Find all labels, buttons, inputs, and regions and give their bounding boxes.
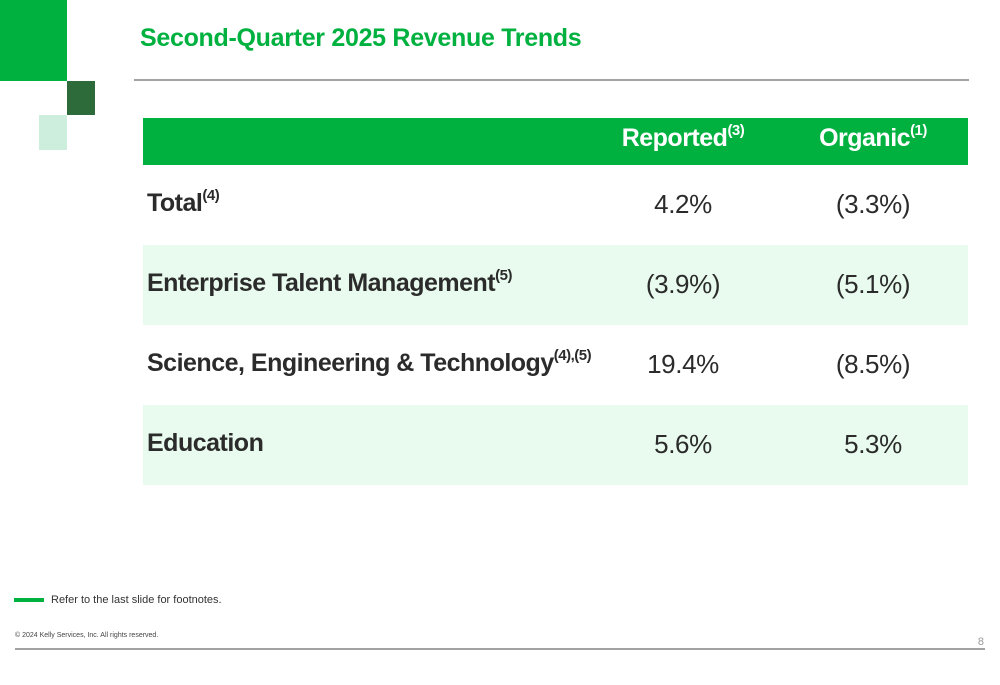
page-number: 8	[977, 636, 984, 648]
table-row-total: Total(4) 4.2% (3.3%)	[143, 165, 968, 245]
organic-value: (3.3%)	[835, 189, 911, 219]
row-label: Science, Engineering & Technology(4),(5)	[147, 347, 592, 378]
header-reported-footnote: (3)	[727, 122, 745, 139]
organic-value: (5.1%)	[835, 269, 911, 299]
header-reported-label: Reported	[621, 124, 728, 152]
row-label-text: Enterprise Talent Management	[147, 269, 496, 297]
reported-value: 5.6%	[654, 429, 712, 459]
row-label: Enterprise Talent Management(5)	[147, 267, 512, 298]
header-organic: Organic(1)	[778, 122, 968, 153]
reported-value: 19.4%	[647, 349, 719, 379]
table-row-enterprise-talent-management: Enterprise Talent Management(5) (3.9%) (…	[143, 245, 968, 325]
decor-square-dark-green	[67, 81, 95, 115]
row-label-text: Education	[147, 429, 264, 457]
footer-divider	[15, 648, 985, 650]
slide-title: Second-Quarter 2025 Revenue Trends	[140, 24, 582, 52]
footnote-text: Refer to the last slide for footnotes.	[51, 594, 222, 606]
row-label-footnote: (5)	[495, 267, 512, 284]
row-label-footnote: (4)	[202, 187, 220, 204]
row-label-text: Total	[147, 189, 203, 217]
header-organic-footnote: (1)	[910, 122, 927, 139]
organic-value: 5.3%	[844, 429, 902, 459]
copyright-text: © 2024 Kelly Services, Inc. All rights r…	[15, 632, 159, 639]
reported-value: 4.2%	[654, 189, 712, 219]
decor-square-light-green	[39, 115, 67, 150]
row-label-text: Science, Engineering & Technology	[147, 349, 554, 377]
row-label-footnote: (4),(5)	[553, 347, 592, 364]
decor-square-green	[0, 0, 67, 81]
row-label: Education	[147, 429, 264, 458]
header-organic-label: Organic	[819, 124, 911, 152]
table-row-science-engineering-technology: Science, Engineering & Technology(4),(5)…	[143, 325, 968, 405]
header-reported: Reported(3)	[583, 122, 783, 153]
revenue-table: Reported(3) Organic(1) Total(4) 4.2% (3.…	[143, 118, 968, 485]
row-label: Total(4)	[147, 187, 220, 218]
footnote-accent-bar	[14, 598, 44, 602]
reported-value: (3.9%)	[645, 269, 721, 299]
title-divider	[134, 79, 969, 81]
organic-value: (8.5%)	[835, 349, 911, 379]
table-header-row: Reported(3) Organic(1)	[143, 118, 968, 165]
table-row-education: Education 5.6% 5.3%	[143, 405, 968, 485]
